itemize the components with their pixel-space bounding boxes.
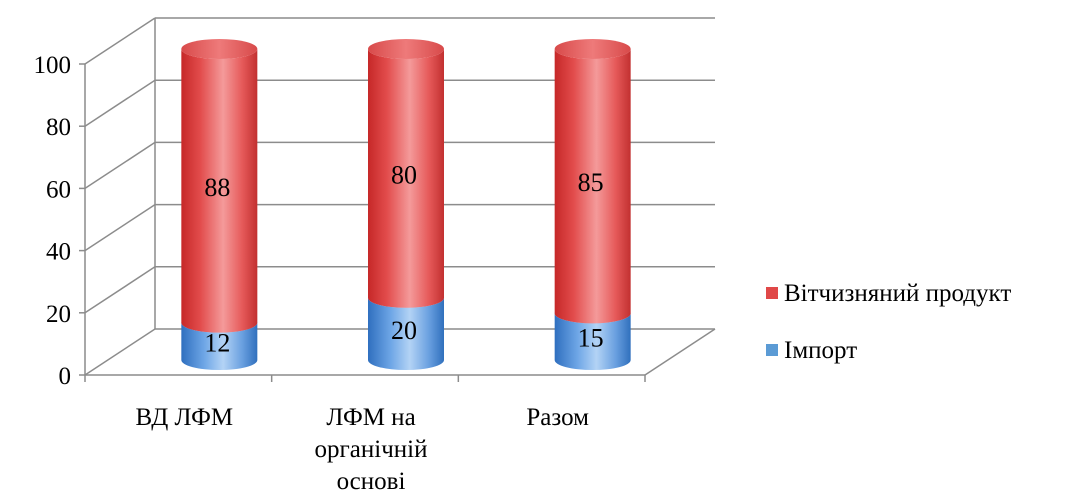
gridline-depth (84, 328, 156, 376)
x-category-label: основі (337, 468, 406, 495)
gridline-depth (84, 203, 156, 252)
gridline-depth (84, 141, 156, 190)
y-tick-label: 40 (46, 239, 71, 266)
bar-segment-top (181, 39, 258, 59)
bar-segment (368, 49, 444, 308)
data-label: 20 (391, 316, 417, 345)
gridline-depth (84, 79, 156, 127)
data-label: 12 (204, 328, 230, 357)
data-label: 85 (578, 168, 604, 197)
x-category-label: ВД ЛФМ (136, 404, 234, 431)
y-tick-label: 0 (59, 363, 72, 390)
gridline-depth (84, 17, 156, 65)
data-label: 88 (204, 173, 230, 202)
y-tick-label: 60 (46, 176, 71, 203)
floor-right-edge (644, 328, 716, 376)
y-tick-label: 100 (34, 52, 72, 79)
bar-segment-top (368, 39, 444, 59)
data-label: 15 (578, 324, 604, 353)
legend-label: Вітчизняний продукт (784, 280, 1011, 307)
gridline-depth (84, 266, 156, 314)
x-category-label: органічній (315, 436, 428, 463)
x-category-label: Разом (526, 404, 589, 431)
y-tick-label: 20 (46, 301, 71, 328)
bar-segment (181, 49, 258, 333)
y-tick-label: 80 (46, 114, 71, 141)
bar-segment (554, 313, 631, 370)
x-category-label: ЛФМ на (326, 404, 415, 431)
bar-segment (554, 49, 631, 324)
legend-swatch (766, 344, 778, 356)
legend-label: Імпорт (784, 337, 857, 364)
bar-segment (368, 297, 444, 370)
legend-swatch (766, 287, 778, 299)
bar-segment-top (554, 39, 631, 59)
data-label: 80 (391, 160, 417, 189)
bar-segment (181, 322, 258, 370)
